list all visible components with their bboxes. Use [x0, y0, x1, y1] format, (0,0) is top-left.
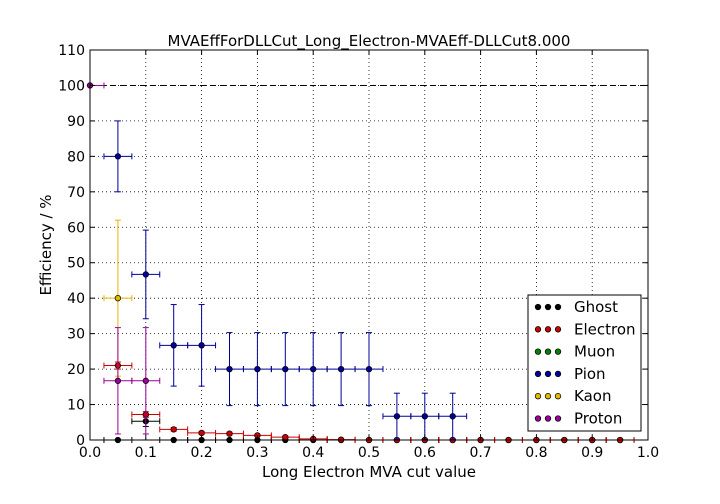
data-point	[282, 365, 289, 373]
y-tick-label: 70	[67, 185, 85, 201]
legend-marker	[544, 303, 552, 311]
legend-item-pion: Pion	[534, 365, 606, 383]
x-tick-label: 0.6	[414, 445, 436, 461]
x-tick-label: 0.0	[79, 445, 101, 461]
y-tick-label: 90	[67, 114, 85, 130]
legend-marker	[544, 370, 552, 378]
legend-marker	[554, 370, 562, 378]
legend-marker	[544, 326, 552, 333]
axis-ticks: 0.0 0.1 0.2 0.3 0.4 0.5 0.6 0.7 0.8 0.9 1.0 0 10 20 30…	[58, 43, 659, 461]
x-tick-label: 0.8	[525, 445, 547, 461]
y-axis-title: Efficiency / %	[37, 194, 55, 295]
y-tick-label: 0	[76, 433, 85, 449]
y-tick-label: 30	[67, 327, 85, 343]
x-tick-label: 0.3	[246, 445, 268, 461]
series-pion	[103, 120, 468, 440]
legend-marker	[534, 348, 542, 355]
data-point	[310, 365, 317, 373]
legend-marker	[554, 415, 562, 422]
legend-marker	[554, 303, 562, 311]
legend-marker	[544, 348, 552, 355]
data-point	[114, 377, 122, 384]
legend-marker	[554, 393, 562, 400]
legend-box	[527, 294, 642, 432]
data-point	[421, 413, 428, 420]
legend-label: Electron	[574, 320, 636, 338]
y-tick-label: 40	[67, 291, 85, 307]
data-marks	[86, 82, 635, 444]
x-tick-label: 0.5	[358, 445, 380, 461]
legend: Ghost Electron Muon Pion Kaon Proton	[527, 294, 642, 432]
data-point	[142, 271, 149, 278]
data-point	[198, 429, 205, 437]
data-point	[170, 426, 177, 433]
legend-label: Pion	[574, 365, 606, 383]
legend-item-ghost: Ghost	[534, 298, 618, 316]
legend-marker	[534, 370, 542, 378]
chart-title: MVAEffForDLLCut_Long_Electron-MVAEff-DLL…	[168, 32, 571, 51]
data-point	[365, 365, 373, 373]
data-point	[254, 365, 261, 373]
data-point	[114, 295, 122, 302]
legend-marker	[534, 326, 542, 333]
series-proton	[86, 82, 161, 435]
legend-item-kaon: Kaon	[534, 387, 611, 405]
legend-marker	[554, 326, 562, 333]
legend-marker	[544, 393, 552, 400]
y-tick-label: 10	[67, 398, 85, 414]
x-axis-title: Long Electron MVA cut value	[262, 463, 476, 481]
y-tick-label: 80	[67, 149, 85, 165]
legend-item-proton: Proton	[534, 410, 622, 428]
data-point	[337, 365, 345, 373]
legend-marker	[544, 415, 552, 422]
x-tick-label: 0.9	[581, 445, 603, 461]
y-tick-label: 100	[58, 78, 85, 94]
y-tick-label: 110	[58, 43, 85, 59]
legend-label: Proton	[574, 410, 622, 428]
legend-marker	[534, 415, 542, 422]
x-tick-label: 0.4	[302, 445, 324, 461]
legend-marker	[534, 303, 542, 311]
y-tick-label: 20	[67, 362, 85, 378]
data-point	[114, 153, 122, 160]
y-tick-label: 60	[67, 220, 85, 236]
x-tick-label: 0.1	[135, 445, 157, 461]
x-tick-label: 1.0	[637, 445, 659, 461]
data-point	[449, 413, 456, 420]
data-point	[282, 434, 289, 441]
legend-label: Kaon	[574, 387, 611, 405]
legend-item-muon: Muon	[534, 343, 615, 361]
x-tick-label: 0.7	[469, 445, 491, 461]
y-tick-label: 50	[67, 256, 85, 272]
legend-label: Ghost	[574, 298, 618, 316]
legend-marker	[534, 393, 542, 400]
legend-marker	[554, 348, 562, 355]
data-point	[393, 413, 401, 420]
data-point	[198, 342, 205, 349]
data-point	[142, 377, 149, 384]
data-point	[226, 365, 233, 373]
data-point	[170, 342, 177, 349]
x-tick-label: 0.2	[190, 445, 212, 461]
data-point	[226, 430, 233, 437]
legend-label: Muon	[574, 343, 615, 361]
legend-item-electron: Electron	[534, 320, 636, 338]
